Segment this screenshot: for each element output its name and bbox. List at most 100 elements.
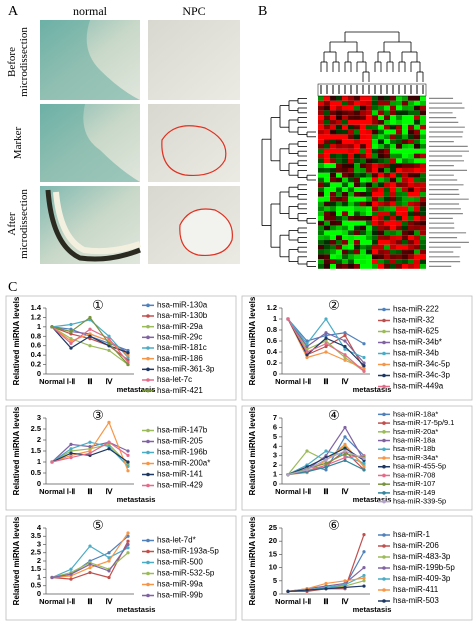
heatmap-cell	[384, 235, 390, 240]
data-point	[107, 442, 111, 446]
heatmap-cell	[360, 158, 366, 164]
heatmap-cell	[408, 216, 414, 221]
heatmap-cell	[384, 120, 390, 125]
heatmap-cell	[378, 254, 384, 260]
heatmap-cell	[414, 105, 420, 111]
heatmap-cell	[330, 225, 336, 231]
heatmap-cell	[342, 211, 348, 216]
heatmap-cell	[408, 105, 414, 111]
data-point	[362, 576, 366, 580]
legend-marker	[382, 373, 386, 378]
heatmap-cell	[378, 129, 384, 135]
heatmap-cell	[402, 225, 408, 231]
heatmap-cell	[324, 168, 330, 173]
legend-label: hsa-miR-130a	[157, 300, 208, 309]
data-point	[107, 420, 111, 424]
heatmap-cell	[354, 105, 360, 111]
heatmap-cell	[402, 96, 408, 101]
heatmap-cell	[402, 220, 408, 226]
data-point	[343, 435, 347, 439]
heatmap-cell	[372, 134, 378, 140]
heatmap-cell	[390, 124, 396, 130]
y-tick-label: 0.2	[31, 360, 41, 369]
heatmap-cell	[372, 96, 378, 101]
heatmap-cell	[366, 249, 372, 255]
heatmap-cell	[384, 254, 390, 260]
heatmap-cell	[342, 172, 348, 178]
data-point	[286, 317, 290, 321]
legend-marker	[146, 388, 150, 393]
heatmap-cell	[420, 105, 426, 111]
heatmap-cell	[330, 201, 336, 207]
data-point	[286, 472, 290, 477]
x-tick-label: Normal	[275, 377, 301, 386]
data-point	[324, 342, 328, 346]
x-tick-label: Ⅰ-Ⅱ	[303, 377, 312, 386]
heatmap-cell	[348, 240, 354, 245]
heatmap-cell	[342, 240, 348, 245]
heatmap-cell	[372, 264, 378, 269]
data-point	[126, 539, 130, 543]
chart-title: ⑤	[92, 517, 104, 532]
legend-label: hsa-miR-483-3p	[393, 552, 451, 561]
heatmap-cell	[420, 249, 426, 255]
data-point	[69, 322, 73, 327]
heatmap-cell	[318, 244, 324, 250]
heatmap-cell	[390, 96, 396, 101]
legend-label: hsa-miR-196b	[157, 448, 208, 457]
heatmap-cell	[354, 201, 360, 207]
heatmap-cell	[348, 172, 354, 178]
heatmap-cell	[366, 187, 372, 192]
legend-label: hsa-miR-17-5p/9.1	[393, 418, 454, 427]
heatmap-cell	[372, 115, 378, 120]
legend-marker	[146, 593, 150, 598]
data-point	[343, 456, 347, 460]
heatmap-cell	[354, 120, 360, 125]
heatmap-cell	[318, 192, 324, 197]
y-tick-label: 1	[37, 457, 41, 466]
heatmap-cell	[354, 249, 360, 255]
micrograph	[148, 104, 240, 182]
y-tick-label: 2	[37, 435, 41, 444]
heatmap-cell	[390, 134, 396, 140]
heatmap-cell	[408, 110, 414, 116]
heatmap-cell	[402, 235, 408, 240]
heatmap-cell	[354, 115, 360, 120]
y-tick-label: 1	[273, 470, 277, 479]
heatmap-cell	[372, 192, 378, 197]
heatmap-cell	[378, 148, 384, 154]
heatmap-cell	[396, 120, 402, 125]
legend-marker	[382, 599, 386, 603]
heatmap-cell	[402, 187, 408, 192]
data-point	[343, 449, 347, 453]
heatmap-cell	[378, 96, 384, 101]
data-point	[107, 447, 111, 451]
heatmap-cell	[330, 163, 336, 168]
heatmap-cell	[318, 235, 324, 240]
heatmap-cell	[318, 182, 324, 188]
x-tick-label: Ⅲ	[87, 487, 92, 496]
data-point	[362, 579, 366, 583]
heatmap-cell	[330, 110, 336, 116]
data-point	[69, 577, 73, 581]
legend-marker	[382, 464, 386, 469]
heatmap-cell	[402, 115, 408, 120]
y-tick-label: 25	[269, 523, 277, 532]
heatmap-cell	[360, 124, 366, 130]
x-tick-label: Ⅰ-Ⅱ	[303, 597, 312, 606]
heatmap-cell	[342, 244, 348, 250]
heatmap-cell	[318, 172, 324, 178]
heatmap-cell	[330, 124, 336, 130]
data-point	[324, 317, 328, 321]
heatmap-cell	[390, 168, 396, 173]
heatmap-cell	[408, 187, 414, 192]
heatmap-cell	[390, 158, 396, 164]
heatmap-cell	[420, 201, 426, 207]
heatmap-cell	[324, 115, 330, 120]
heatmap-cell	[396, 254, 402, 260]
heatmap-cell	[420, 254, 426, 260]
data-point	[126, 534, 130, 538]
data-point	[107, 440, 111, 444]
heatmap-cell	[348, 264, 354, 269]
heatmap-cell	[360, 230, 366, 236]
